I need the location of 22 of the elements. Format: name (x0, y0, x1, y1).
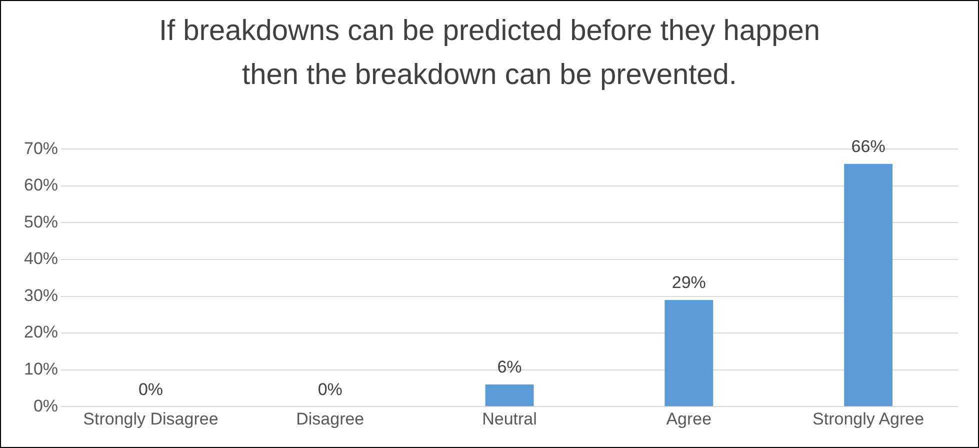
data-label: 29% (672, 273, 706, 292)
y-tick-label: 20% (24, 322, 58, 342)
y-tick-label: 70% (24, 138, 58, 158)
chart-title: If breakdowns can be predicted before they happen then the breakdown can be prevented. (158, 14, 821, 93)
bar (664, 300, 714, 406)
data-label: 6% (497, 358, 522, 377)
y-tick-label: 60% (24, 176, 58, 195)
y-tick-label: 10% (24, 360, 58, 379)
bar (485, 384, 534, 406)
bar (844, 164, 893, 406)
x-tick-label: Strongly Agree (812, 409, 924, 428)
x-tick-label: Neutral (482, 409, 537, 428)
data-label: 66% (851, 137, 886, 156)
y-tick-label: 50% (24, 212, 58, 232)
x-tick-label: Disagree (296, 409, 364, 428)
y-tick-label: 0% (33, 396, 58, 416)
data-label: 0% (318, 380, 342, 399)
x-tick-label: Strongly Disagree (83, 409, 218, 428)
x-tick-label: Agree (666, 409, 712, 428)
y-tick-label: 40% (24, 249, 58, 268)
data-label: 0% (138, 380, 164, 399)
y-tick-label: 30% (24, 286, 58, 305)
